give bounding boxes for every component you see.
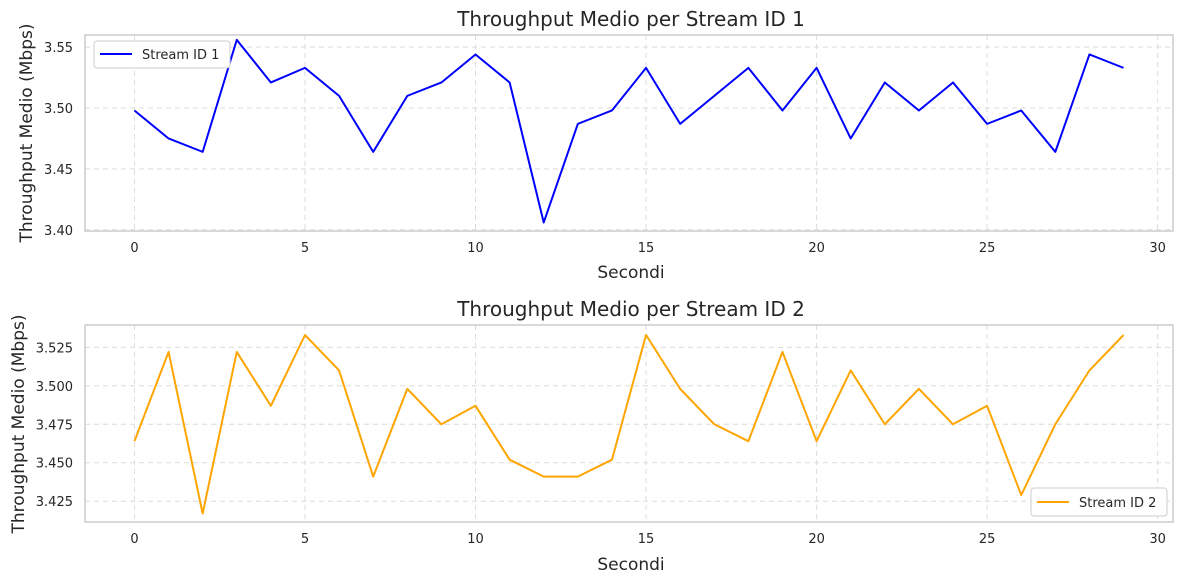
legend-label: Stream ID 1 bbox=[142, 48, 219, 63]
ticks-layer: 0 5 10 15 20 25 30 3.40 3.45 3.50 3.55 bbox=[44, 41, 1166, 256]
y-tick-label: 3.525 bbox=[36, 341, 73, 356]
grid-layer bbox=[85, 35, 1173, 231]
series-line bbox=[133, 334, 1125, 515]
x-tick-label: 15 bbox=[638, 532, 655, 547]
y-axis-label: Throughput Medio (Mbps) bbox=[9, 315, 29, 535]
plot-frame bbox=[84, 324, 1174, 523]
y-tick-label: 3.40 bbox=[44, 224, 73, 239]
x-tick-label: 5 bbox=[301, 241, 309, 256]
y-tick-label: 3.425 bbox=[36, 495, 73, 510]
series-line bbox=[133, 38, 1124, 224]
x-tick-label: 10 bbox=[467, 241, 484, 256]
series-layer bbox=[133, 334, 1125, 515]
y-tick-label: 3.475 bbox=[36, 418, 73, 433]
x-tick-label: 25 bbox=[979, 532, 996, 547]
x-axis-label: Secondi bbox=[597, 263, 664, 283]
ticks-layer: 0 5 10 15 20 25 30 3.425 3.450 3.475 3.500 3.525 bbox=[36, 341, 1166, 547]
grid-layer bbox=[85, 325, 1173, 522]
y-tick-label: 3.450 bbox=[36, 457, 73, 472]
x-tick-label: 20 bbox=[808, 532, 825, 547]
series-layer bbox=[133, 38, 1124, 224]
chart-title: Throughput Medio per Stream ID 2 bbox=[456, 297, 805, 321]
x-tick-label: 0 bbox=[130, 241, 138, 256]
x-tick-label: 15 bbox=[638, 241, 655, 256]
x-axis-label: Secondi bbox=[597, 555, 664, 575]
x-tick-label: 20 bbox=[808, 241, 825, 256]
y-tick-label: 3.50 bbox=[44, 102, 73, 117]
x-tick-label: 25 bbox=[979, 241, 996, 256]
legend: Stream ID 1 bbox=[93, 40, 231, 69]
chart-title: Throughput Medio per Stream ID 1 bbox=[456, 7, 805, 31]
x-tick-label: 30 bbox=[1149, 241, 1166, 256]
subplot-stream-1: Throughput Medio per Stream ID 1 0 5 10 15 2… bbox=[17, 7, 1174, 283]
y-tick-label: 3.500 bbox=[36, 380, 73, 395]
legend-label: Stream ID 2 bbox=[1079, 496, 1156, 511]
y-tick-label: 3.55 bbox=[44, 41, 73, 56]
subplot-stream-2: Throughput Medio per Stream ID 2 0 5 10 15 2… bbox=[9, 297, 1174, 575]
y-axis-label: Throughput Medio (Mbps) bbox=[17, 24, 37, 244]
y-tick-label: 3.45 bbox=[44, 163, 73, 178]
x-tick-label: 5 bbox=[301, 532, 309, 547]
legend-box bbox=[93, 40, 231, 69]
x-tick-label: 30 bbox=[1149, 532, 1166, 547]
x-tick-label: 10 bbox=[467, 532, 484, 547]
legend-box bbox=[1030, 487, 1168, 517]
plot-frame bbox=[84, 34, 1174, 232]
x-tick-label: 0 bbox=[130, 532, 138, 547]
legend: Stream ID 2 bbox=[1030, 487, 1168, 517]
